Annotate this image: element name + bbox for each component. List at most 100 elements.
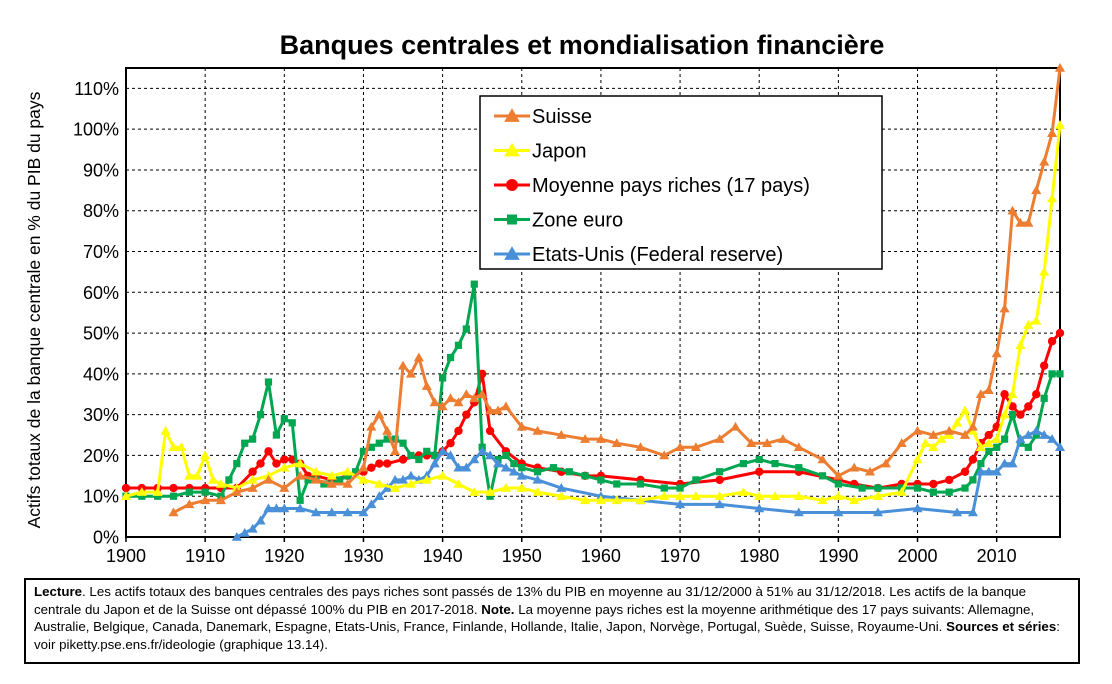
y-tick-label: 110% xyxy=(74,79,119,99)
data-point xyxy=(462,410,470,418)
data-point xyxy=(1048,370,1055,377)
y-tick-label: 60% xyxy=(83,283,119,303)
data-point xyxy=(169,484,177,492)
data-point xyxy=(455,342,462,349)
data-point xyxy=(398,361,408,370)
data-point xyxy=(920,438,930,447)
data-point xyxy=(1031,426,1041,435)
data-point xyxy=(407,452,414,459)
data-point xyxy=(186,489,193,496)
data-point xyxy=(280,455,288,463)
chart-title: Banques centrales et mondialisation fina… xyxy=(280,30,885,60)
data-point xyxy=(914,484,921,491)
data-point xyxy=(1000,304,1010,313)
data-point xyxy=(969,476,976,483)
data-point xyxy=(1007,389,1017,398)
data-point xyxy=(1056,329,1064,337)
data-point xyxy=(265,378,272,385)
x-tick-label: 1990 xyxy=(818,546,858,566)
data-point xyxy=(241,440,248,447)
data-point xyxy=(969,455,977,463)
x-tick-label: 1980 xyxy=(739,546,779,566)
data-point xyxy=(1001,436,1008,443)
data-point xyxy=(985,448,992,455)
data-point xyxy=(1039,267,1049,276)
data-point xyxy=(399,440,406,447)
data-point xyxy=(1055,120,1065,129)
data-point xyxy=(977,460,984,467)
data-point xyxy=(461,389,471,398)
data-point xyxy=(225,476,232,483)
data-point xyxy=(430,397,440,406)
data-point xyxy=(454,427,462,435)
data-point xyxy=(200,450,210,459)
note-sources-label: Sources et séries xyxy=(946,619,1056,634)
data-point xyxy=(390,446,400,455)
legend-marker xyxy=(506,179,518,191)
data-point xyxy=(1015,340,1025,349)
data-point xyxy=(730,422,740,431)
data-point xyxy=(208,475,218,484)
legend-marker xyxy=(507,215,517,225)
reading-note: Lecture. Les actifs totaux des banques c… xyxy=(24,578,1080,664)
y-axis: 0%10%20%30%40%50%60%70%80%90%100%110% xyxy=(73,79,119,548)
data-point xyxy=(1031,185,1041,194)
data-point xyxy=(992,348,1002,357)
data-point xyxy=(1039,157,1049,166)
data-point xyxy=(257,411,264,418)
x-tick-label: 1940 xyxy=(423,546,463,566)
data-point xyxy=(946,489,953,496)
y-tick-label: 90% xyxy=(83,160,119,180)
legend-label: Moyenne pays riches (17 pays) xyxy=(532,175,810,197)
data-point xyxy=(248,468,256,476)
data-point xyxy=(382,426,392,435)
data-point xyxy=(961,468,969,476)
data-point xyxy=(930,489,937,496)
y-tick-label: 40% xyxy=(83,364,119,384)
data-point xyxy=(297,497,304,504)
series-zone-euro xyxy=(122,281,1063,504)
note-lecture-label: Lecture xyxy=(34,584,82,599)
data-point xyxy=(471,281,478,288)
x-tick-label: 1920 xyxy=(264,546,304,566)
x-axis: 1900 1910 1920 1930 1940 1950 1960 1970 1980 1990… xyxy=(106,537,1017,566)
data-point xyxy=(463,325,470,332)
data-point xyxy=(439,374,446,381)
data-point xyxy=(272,459,280,467)
data-point xyxy=(423,448,430,455)
y-tick-label: 10% xyxy=(83,487,119,507)
series-moyenne-pays-riches-17-pays xyxy=(122,329,1064,492)
data-point xyxy=(1000,390,1008,398)
data-point xyxy=(993,444,1000,451)
x-tick-label: 1960 xyxy=(581,546,621,566)
data-point xyxy=(256,459,264,467)
legend: SuisseJaponMoyenne pays riches (17 pays)… xyxy=(480,96,882,269)
data-point xyxy=(501,401,511,410)
x-tick-label: 2000 xyxy=(898,546,938,566)
data-point xyxy=(289,419,296,426)
data-point xyxy=(1032,390,1040,398)
series-line xyxy=(126,333,1060,488)
data-point xyxy=(281,415,288,422)
data-point xyxy=(1040,362,1048,370)
data-point xyxy=(446,439,454,447)
y-tick-label: 0% xyxy=(93,528,119,548)
data-point xyxy=(415,456,422,463)
data-point xyxy=(1047,193,1057,202)
data-point xyxy=(613,480,620,487)
data-point xyxy=(1007,206,1017,215)
x-tick-label: 1910 xyxy=(185,546,225,566)
data-point xyxy=(581,472,588,479)
data-point xyxy=(819,472,826,479)
legend-label: Japon xyxy=(532,141,587,163)
note-note-label: Note. xyxy=(481,602,514,617)
data-point xyxy=(740,460,747,467)
y-tick-label: 100% xyxy=(73,120,119,140)
data-point xyxy=(518,464,525,471)
data-point xyxy=(756,456,763,463)
data-point xyxy=(1016,410,1024,418)
data-point xyxy=(566,468,573,475)
data-point xyxy=(374,410,384,419)
data-point xyxy=(534,468,541,475)
legend-label: Zone euro xyxy=(532,210,623,232)
